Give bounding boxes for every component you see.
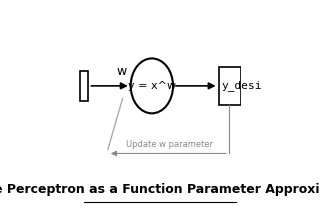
Text: w: w xyxy=(116,65,127,79)
Text: Update w parameter: Update w parameter xyxy=(126,140,213,149)
Text: y_desi: y_desi xyxy=(222,80,262,91)
Text: Single Perceptron as a Function Parameter Approximator: Single Perceptron as a Function Paramete… xyxy=(0,183,320,196)
Circle shape xyxy=(131,58,173,113)
FancyBboxPatch shape xyxy=(80,71,88,101)
FancyBboxPatch shape xyxy=(219,67,241,105)
Text: y = x^w: y = x^w xyxy=(128,81,176,91)
